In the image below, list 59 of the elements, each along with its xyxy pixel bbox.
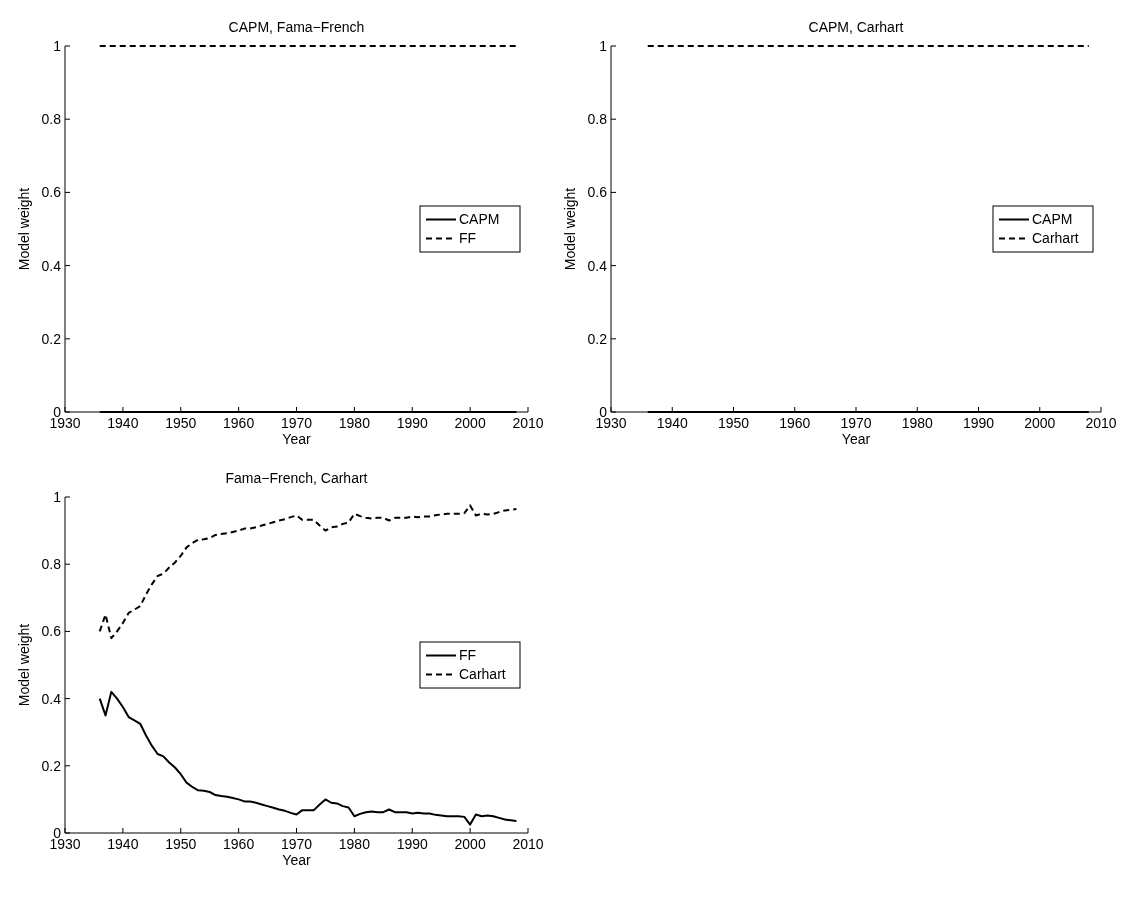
x-axis-title: Year (841, 431, 871, 447)
legend-label: CAPM (1032, 211, 1073, 228)
x-tick-label: 2010 (512, 836, 544, 852)
x-tick-label: 1940 (107, 415, 139, 431)
y-tick-label: 0 (53, 403, 62, 420)
y-tick-label: 0.2 (41, 757, 62, 774)
y-tick-label: 0.4 (41, 257, 62, 274)
x-tick-label: 1970 (280, 836, 313, 852)
y-tick-label: 1 (599, 37, 608, 54)
chart-title: CAPM, Carhart (808, 19, 904, 35)
y-tick-label: 0.2 (41, 330, 62, 347)
x-axis-title: Year (282, 852, 311, 868)
line-series (98, 690, 518, 826)
x-tick-label: 1990 (396, 415, 429, 431)
x-tick-label: 1960 (779, 415, 811, 431)
x-tick-label: 2010 (1085, 415, 1117, 431)
legend-label: FF (459, 230, 477, 247)
legend-label: FF (459, 647, 477, 664)
x-tick-label: 1970 (280, 415, 313, 431)
x-tick-label: 2000 (454, 415, 486, 431)
y-tick-label: 0.8 (587, 111, 608, 128)
line-series (98, 504, 518, 640)
chart-title: CAPM, Fama−French (228, 19, 365, 35)
x-axis-title: Year (282, 431, 311, 447)
y-tick-label: 1 (53, 488, 62, 505)
y-tick-label: 0.4 (41, 690, 62, 707)
x-tick-label: 1980 (901, 415, 934, 431)
y-tick-label: 0.4 (587, 257, 608, 274)
x-tick-label: 1940 (107, 836, 139, 852)
y-tick-label: 0.8 (41, 556, 62, 573)
y-tick-label: 0.8 (41, 111, 62, 128)
y-axis-title: Model weight (562, 187, 578, 271)
legend-label: Carhart (459, 666, 506, 683)
x-tick-label: 1980 (338, 836, 371, 852)
x-tick-label: 1980 (338, 415, 371, 431)
x-tick-label: 1950 (165, 415, 197, 431)
y-axis-title: Model weight (16, 623, 32, 707)
y-tick-label: 0.6 (41, 184, 62, 201)
y-tick-label: 0 (599, 403, 608, 420)
legend-label: Carhart (1032, 230, 1079, 247)
x-tick-label: 1960 (223, 415, 255, 431)
y-tick-label: 0.6 (587, 184, 608, 201)
x-tick-label: 1990 (396, 836, 429, 852)
x-tick-label: 2000 (454, 836, 486, 852)
y-tick-label: 0.6 (41, 623, 62, 640)
y-tick-label: 0.2 (587, 330, 608, 347)
y-tick-label: 1 (53, 37, 62, 54)
chart-title: Fama−French, Carhart (225, 470, 368, 486)
x-tick-label: 2010 (512, 415, 544, 431)
y-axis-title: Model weight (16, 187, 32, 271)
x-tick-label: 2000 (1024, 415, 1056, 431)
x-tick-label: 1940 (656, 415, 689, 431)
legend-label: CAPM (459, 211, 500, 228)
x-tick-label: 1970 (840, 415, 872, 431)
x-tick-label: 1960 (223, 836, 255, 852)
y-tick-label: 0 (53, 824, 62, 841)
x-tick-label: 1950 (165, 836, 197, 852)
x-tick-label: 1990 (962, 415, 995, 431)
x-tick-label: 1950 (717, 415, 750, 431)
